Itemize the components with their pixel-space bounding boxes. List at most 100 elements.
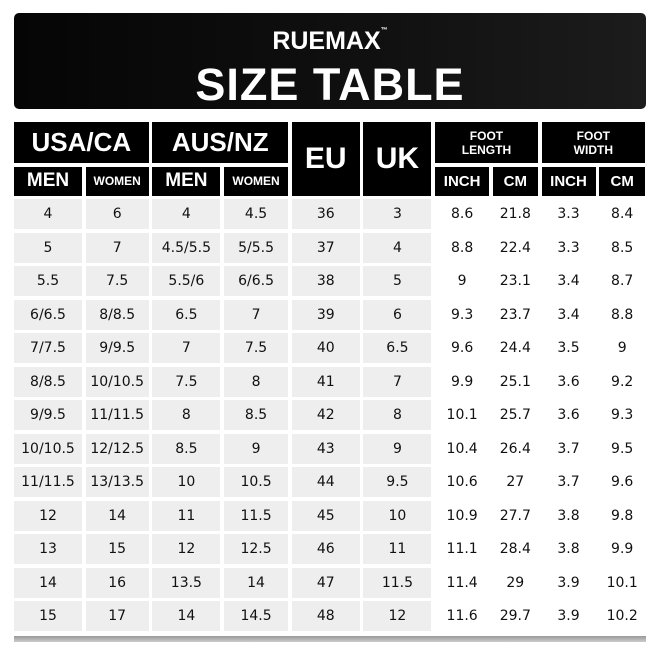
cell-aus-men: 11 (152, 500, 221, 531)
cell-width-cm: 9.9 (611, 541, 634, 557)
cell-length-cm: 23.7 (499, 306, 531, 323)
cell-aus-men: 8.5 (152, 433, 221, 464)
cell-width-inch: 3.5 (557, 340, 580, 356)
cell-length-cm: 29.7 (499, 608, 531, 624)
header-usa-women: WOMEN (85, 166, 149, 196)
cell-uk: 6.5 (363, 333, 432, 363)
cell-width-cm: 10.2 (606, 608, 638, 624)
cell-length-inch: 10.1 (446, 407, 478, 423)
cell-uk: 11.5 (363, 567, 432, 598)
cell-usa-women: 12/12.5 (85, 433, 149, 464)
cell-usa-men: 13 (14, 534, 82, 564)
cell-aus-men: 4.5/5.5 (152, 232, 221, 263)
cell-width-inch: 3.4 (557, 273, 580, 289)
cell-aus-men: 5.5/6 (152, 266, 221, 296)
cell-usa-women: 16 (85, 567, 149, 598)
cell-length-inch: 9 (457, 273, 467, 289)
cell-uk: 9 (363, 433, 432, 464)
cell-aus-women: 7 (224, 299, 289, 330)
cell-eu: 43 (291, 433, 360, 464)
cell-usa-men: 9/9.5 (14, 400, 82, 430)
cell-eu: 39 (291, 299, 360, 330)
cell-usa-men: 5 (14, 232, 82, 263)
cell-eu: 37 (291, 232, 360, 263)
cell-length-cm: 27 (506, 474, 525, 490)
cell-usa-men: 11/11.5 (14, 467, 82, 497)
cell-aus-men: 13.5 (152, 567, 221, 598)
cell-usa-men: 7/7.5 (14, 333, 82, 363)
cell-width-inch: 3.7 (557, 440, 580, 457)
cell-length-inch: 10.9 (446, 507, 478, 524)
logo-text: RUEMAX (272, 27, 381, 55)
cell-eu: 41 (291, 366, 360, 397)
cell-length-inch: 9.3 (450, 306, 474, 323)
cell-usa-men: 15 (14, 601, 82, 631)
header-length-inch: INCH (435, 166, 490, 196)
cell-uk: 10 (363, 500, 432, 531)
cell-eu: 45 (291, 500, 360, 531)
cell-width-inch: 3.4 (557, 306, 580, 323)
cell-uk: 9.5 (363, 467, 432, 497)
cell-length-cm: 24.4 (499, 340, 531, 356)
cell-aus-women: 4.5 (224, 199, 289, 229)
cell-aus-men: 7 (152, 333, 221, 363)
cell-length-inch: 8.6 (450, 206, 474, 222)
header-width-cm: CM (599, 166, 646, 196)
header-eu: EU (291, 122, 360, 196)
cell-length-cm: 29 (506, 574, 525, 591)
size-table: USA/CA AUS/NZ EU UK FOOT LENGTH FOOT WID… (14, 122, 646, 631)
cell-usa-men: 8/8.5 (14, 366, 82, 397)
page-title: SIZE TABLE (195, 59, 465, 110)
cell-aus-women: 7.5 (224, 333, 289, 363)
cell-uk: 5 (363, 266, 432, 296)
trademark: ™ (380, 27, 388, 34)
cell-aus-men: 4 (152, 199, 221, 229)
cell-length-inch: 11.6 (446, 608, 478, 624)
cell-aus-women: 6/6.5 (224, 266, 289, 296)
cell-uk: 12 (363, 601, 432, 631)
cell-eu: 48 (291, 601, 360, 631)
cell-length-cm: 28.4 (499, 541, 531, 557)
header-length-cm: CM (492, 166, 538, 196)
header-width-inch: INCH (541, 166, 596, 196)
cell-width-cm: 8.8 (611, 306, 634, 323)
cell-aus-women: 11.5 (224, 500, 289, 531)
header-usa-men: MEN (14, 166, 82, 196)
cell-usa-women: 7.5 (85, 266, 149, 296)
cell-length-inch: 8.8 (450, 239, 474, 256)
ruemax-logo: RUEMAX™ (14, 27, 646, 56)
cell-aus-women: 8.5 (224, 400, 289, 430)
cell-width-cm: 9.2 (611, 373, 634, 390)
cell-usa-women: 13/13.5 (85, 467, 149, 497)
cell-uk: 11 (363, 534, 432, 564)
cell-width-inch: 3.3 (557, 206, 580, 222)
cell-uk: 3 (363, 199, 432, 229)
cell-width-inch: 3.7 (557, 474, 580, 490)
cell-width-inch: 3.6 (557, 373, 580, 390)
cell-usa-women: 17 (85, 601, 149, 631)
cell-length-cm: 27.7 (499, 507, 531, 524)
cell-length-cm: 25.7 (499, 407, 531, 423)
cell-length-inch: 10.4 (446, 440, 478, 457)
cell-width-inch: 3.8 (557, 507, 580, 524)
cell-usa-men: 4 (14, 199, 82, 229)
cell-length-cm: 25.1 (499, 373, 531, 390)
header-aus-women: WOMEN (224, 166, 289, 196)
cell-aus-women: 9 (224, 433, 289, 464)
cell-aus-women: 14 (224, 567, 289, 598)
cell-width-cm: 10.1 (606, 574, 638, 591)
cell-aus-women: 12.5 (224, 534, 289, 564)
cell-eu: 42 (291, 400, 360, 430)
header-usa-ca: USA/CA (14, 122, 149, 163)
cell-usa-women: 11/11.5 (85, 400, 149, 430)
cell-eu: 47 (291, 567, 360, 598)
cell-width-inch: 3.9 (557, 608, 580, 624)
cell-usa-women: 15 (85, 534, 149, 564)
table-shadow (14, 636, 646, 642)
cell-aus-women: 10.5 (224, 467, 289, 497)
cell-aus-men: 10 (152, 467, 221, 497)
cell-usa-women: 7 (85, 232, 149, 263)
cell-length-inch: 11.4 (446, 574, 478, 591)
cell-aus-women: 8 (224, 366, 289, 397)
cell-usa-women: 6 (85, 199, 149, 229)
